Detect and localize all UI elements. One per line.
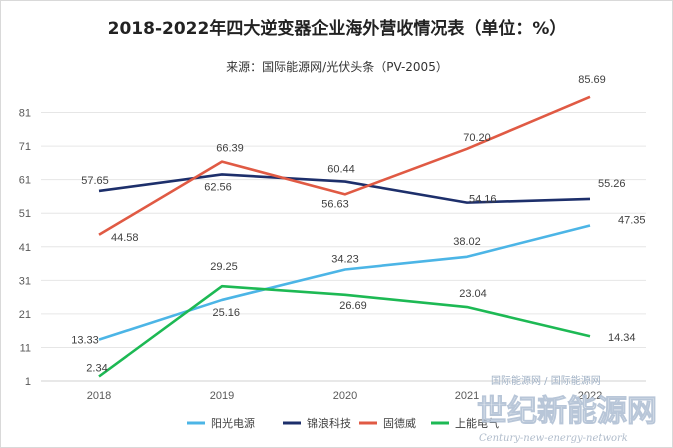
data-label: 54.16 xyxy=(469,194,497,206)
y-tick-label: 11 xyxy=(20,342,31,354)
data-label: 26.69 xyxy=(339,300,367,312)
y-tick-label: 71 xyxy=(19,141,31,153)
legend-label: 锦浪科技 xyxy=(307,416,351,430)
y-tick-label: 61 xyxy=(19,175,31,187)
data-label: 38.02 xyxy=(453,236,481,248)
data-label: 44.58 xyxy=(111,232,139,244)
y-tick-label: 41 xyxy=(19,242,31,254)
chart-title: 2018-2022年四大逆变器企业海外营收情况表（单位：%） xyxy=(108,18,567,39)
y-tick-label: 51 xyxy=(19,208,31,220)
legend: 阳光电源 锦浪科技 固德威 上能电气 xyxy=(187,416,499,430)
data-label: 55.26 xyxy=(598,178,626,190)
x-tick-label: 2020 xyxy=(333,390,357,402)
watermark-line1: 国际能源网 / 国际能源网 xyxy=(491,374,601,387)
data-label: 85.69 xyxy=(578,74,606,86)
legend-label: 固德威 xyxy=(383,416,416,430)
x-tick-label: 2022 xyxy=(578,390,602,402)
data-label: 57.65 xyxy=(81,175,109,187)
data-label: 25.16 xyxy=(212,307,240,319)
data-label: 66.39 xyxy=(216,143,244,155)
series-line-1 xyxy=(98,224,591,341)
x-tick-label: 2019 xyxy=(210,390,234,402)
data-label: 47.35 xyxy=(618,214,646,226)
x-tick-label: 2021 xyxy=(455,390,479,402)
series-line-3 xyxy=(98,95,591,236)
y-tick-label: 21 xyxy=(19,309,31,321)
data-label: 29.25 xyxy=(210,261,238,273)
x-tick-label: 2018 xyxy=(87,390,111,402)
data-label: 23.04 xyxy=(459,288,487,300)
watermark-line2: 世纪新能源网 xyxy=(477,394,657,429)
data-label: 13.33 xyxy=(71,335,99,347)
y-tick-label: 1 xyxy=(25,376,31,388)
data-label: 34.23 xyxy=(331,253,359,265)
data-label: 70.20 xyxy=(463,132,491,144)
data-label: 2.34 xyxy=(86,363,107,375)
watermark: 国际能源网 / 国际能源网 世纪新能源网 Century-new-energy-… xyxy=(477,374,658,444)
chart-subtitle: 来源：国际能源网/光伏头条（PV-2005） xyxy=(226,60,448,74)
y-tick-label: 31 xyxy=(19,275,31,287)
data-label: 14.34 xyxy=(608,332,636,344)
legend-label: 上能电气 xyxy=(455,416,499,430)
data-labels: 13.33 25.16 34.23 38.02 47.35 57.65 62.56 60.44… xyxy=(71,74,645,375)
series-line-4 xyxy=(98,284,591,378)
series-lines xyxy=(98,95,591,378)
data-label: 56.63 xyxy=(321,198,349,210)
data-label: 60.44 xyxy=(327,164,355,176)
legend-label: 阳光电源 xyxy=(211,416,255,430)
y-tick-label: 81 xyxy=(19,108,31,120)
data-label: 62.56 xyxy=(204,181,232,193)
series-line-2 xyxy=(98,173,591,204)
gridlines xyxy=(41,112,646,382)
watermark-line3: Century-new-energy-network xyxy=(479,433,628,444)
